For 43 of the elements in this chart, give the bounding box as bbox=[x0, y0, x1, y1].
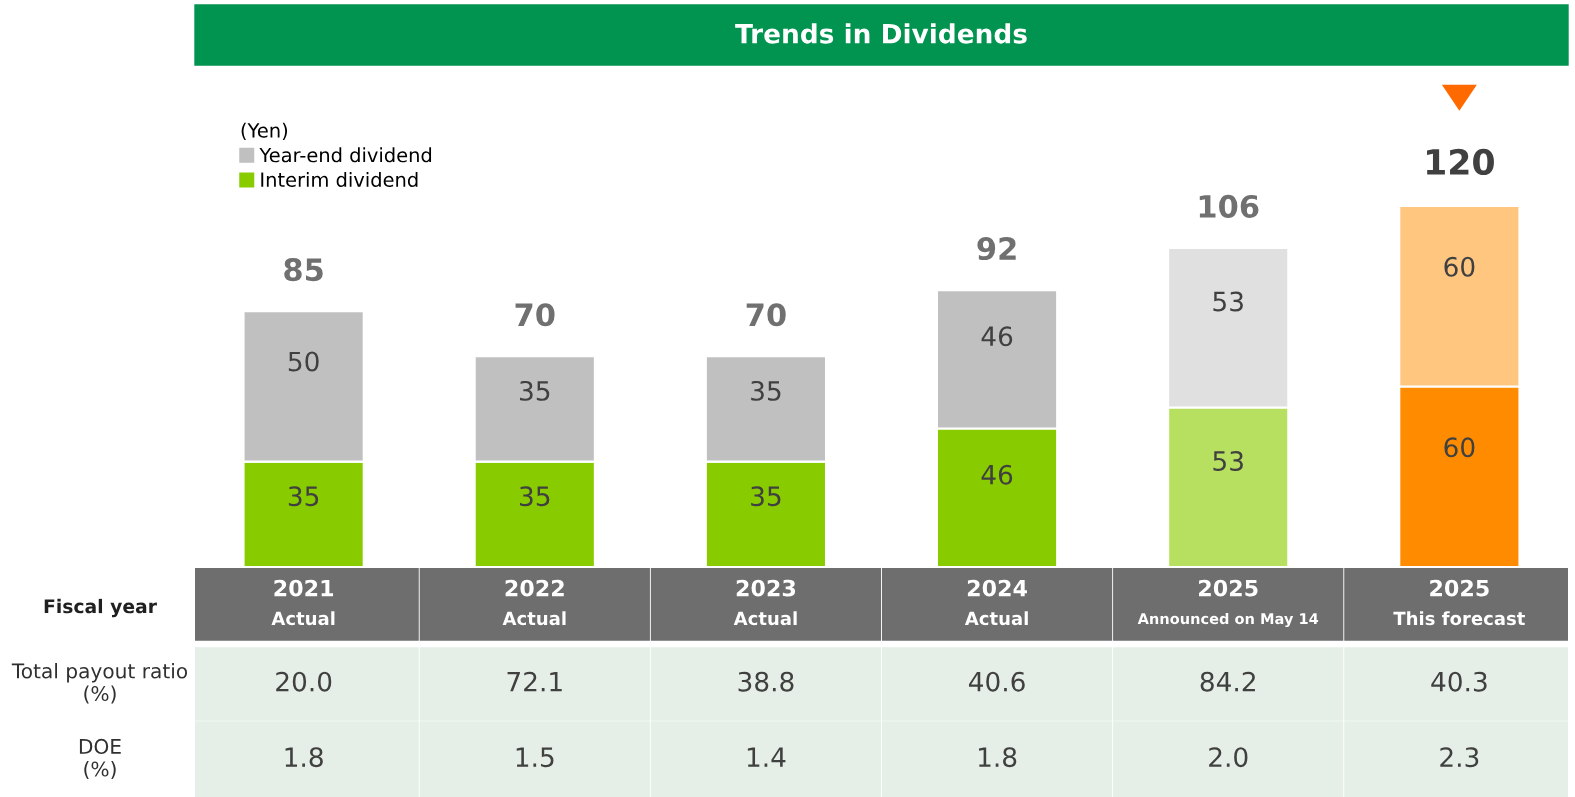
legend-label: Interim dividend bbox=[261, 171, 418, 188]
text: 1.5 bbox=[516, 747, 554, 768]
data-label: 50 bbox=[288, 351, 319, 372]
text: Total payout ratio (%) bbox=[11, 662, 188, 704]
data-label: 60 bbox=[1444, 256, 1475, 277]
text: 72.1 bbox=[507, 671, 562, 692]
legend-title: (Yen) bbox=[241, 122, 288, 140]
total-label: 70 bbox=[515, 303, 555, 327]
x-tick-label: 2025 Announced on May 14 bbox=[1137, 579, 1319, 628]
data-label: 53 bbox=[1213, 451, 1243, 471]
text: 2.0 bbox=[1209, 747, 1248, 768]
legend-label: Year-end dividend bbox=[259, 147, 432, 163]
x-tick-label: 2025 This forecast bbox=[1393, 579, 1525, 626]
text: 38.8 bbox=[738, 671, 794, 692]
data-label: 35 bbox=[520, 380, 550, 401]
data-label: 35 bbox=[751, 486, 781, 507]
x-tick-label: 2024 Actual bbox=[964, 579, 1028, 626]
total-label: 85 bbox=[284, 258, 323, 282]
chart-title: Trends in Dividends bbox=[735, 23, 1027, 44]
data-label: 46 bbox=[981, 464, 1013, 485]
text: Fiscal year bbox=[44, 598, 157, 618]
data-label: 46 bbox=[981, 326, 1013, 347]
text: 84.2 bbox=[1200, 671, 1255, 692]
data-label: 60 bbox=[1444, 437, 1475, 458]
text: 40.6 bbox=[968, 671, 1025, 692]
text: 40.3 bbox=[1431, 671, 1487, 692]
x-tick-label: 2022 Actual bbox=[502, 579, 566, 626]
data-label: 53 bbox=[1213, 291, 1243, 312]
text: 1.4 bbox=[747, 747, 786, 767]
x-tick-label: 2021 Actual bbox=[271, 579, 335, 626]
text: DOE (%) bbox=[79, 738, 121, 779]
total-label: 92 bbox=[977, 237, 1016, 261]
x-tick-label: 2023 Actual bbox=[733, 579, 797, 626]
text: 20.0 bbox=[276, 671, 332, 692]
text: 1.8 bbox=[978, 747, 1017, 768]
data-label: 35 bbox=[288, 486, 319, 507]
total-label: 106 bbox=[1199, 194, 1259, 218]
data-label: 35 bbox=[751, 380, 781, 401]
text: 1.8 bbox=[285, 747, 323, 768]
total-label: 70 bbox=[746, 303, 786, 327]
text: 2.3 bbox=[1440, 747, 1479, 768]
data-label: 35 bbox=[520, 486, 550, 507]
total-label: 120 bbox=[1427, 148, 1494, 176]
